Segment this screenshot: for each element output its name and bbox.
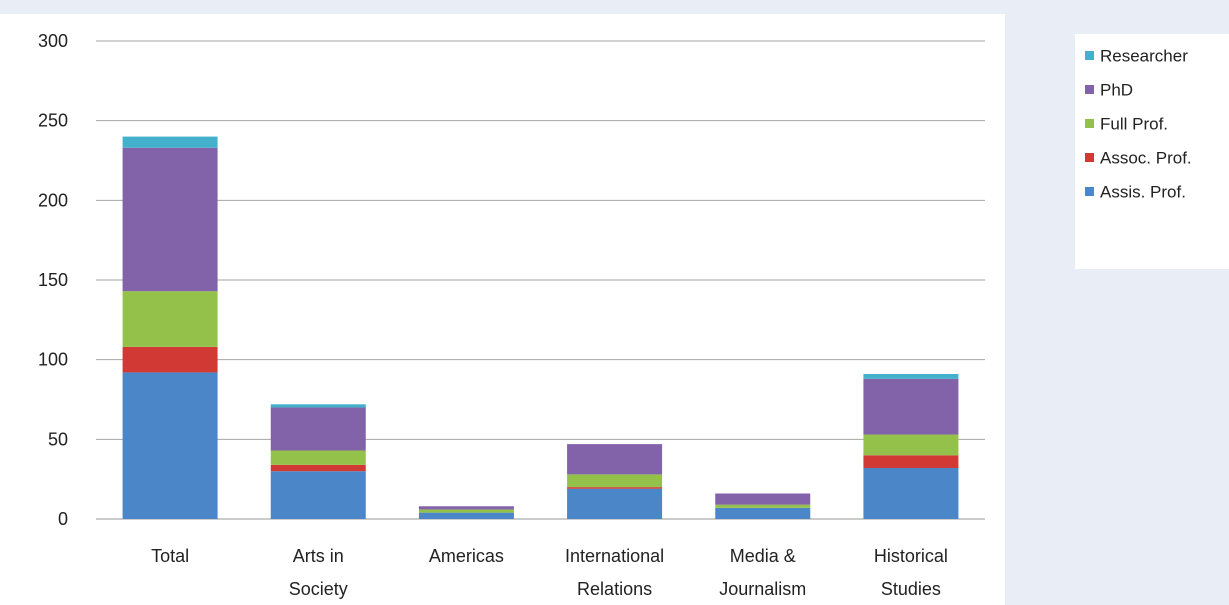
legend-item: Researcher [1085,44,1188,68]
bar-segment [715,507,811,519]
bar-segment [863,378,959,435]
bar-segment [418,509,514,513]
x-tick-label: Journalism [719,579,806,599]
legend-swatch [1085,51,1094,61]
legend-item: Assis. Prof. [1085,180,1186,204]
bar-segment [122,291,218,347]
legend-item: PhD [1085,78,1133,102]
stacked-bar-chart: 0 50 100 150 200 250 300 Total Arts in Society Am… [38,31,985,599]
bar-segment [567,488,663,519]
x-tick-label: Total [151,546,189,566]
x-tick-label: Arts in [293,546,344,566]
y-tick-label: 50 [48,429,68,449]
x-tick-label: International [565,546,664,566]
legend-item: Assoc. Prof. [1085,146,1192,170]
bar-segment [863,468,959,519]
x-tick-label: Americas [429,546,504,566]
gridlines [96,40,985,520]
bar-segment [567,444,663,475]
y-tick-label: 150 [38,270,68,290]
y-tick-label: 300 [38,31,68,51]
bar-segment [418,506,514,510]
y-tick-label: 0 [58,509,68,529]
bar-segment [863,434,959,456]
legend-label: Assis. Prof. [1100,182,1186,202]
y-tick-label: 100 [38,350,68,370]
bar-segment [122,147,218,292]
y-tick-label: 200 [38,190,68,210]
bar-segment [715,493,811,505]
y-axis-tick-labels: 0 50 100 150 200 250 300 [38,31,68,529]
bar-segment [270,464,366,472]
x-tick-label: Society [289,579,348,599]
legend-label: Assoc. Prof. [1100,148,1192,168]
bar-segment [863,455,959,469]
x-tick-label: Studies [881,579,941,599]
plot-area: 0 50 100 150 200 250 300 Total Arts in Society Am… [0,14,1005,605]
x-axis-tick-labels: Total Arts in Society Americas International… [151,546,948,599]
legend-label: Researcher [1100,46,1188,66]
x-tick-label: Media & [730,546,796,566]
y-tick-label: 250 [38,111,68,131]
legend: Researcher PhD Full Prof. Assoc. Prof. Assis… [1075,34,1229,269]
bar-segment [270,471,366,519]
bar-segment [567,474,663,488]
legend-swatch [1085,153,1094,163]
bar-segment [270,407,366,451]
bar-segment [418,512,514,519]
bar-segment [122,372,218,519]
legend-label: PhD [1100,80,1134,100]
bar-segment [270,404,366,408]
bar-segment [122,346,218,373]
bar-segment [863,374,959,379]
bars [122,136,959,519]
legend-item: Full Prof. [1085,112,1168,136]
bar-segment [122,136,218,148]
legend-swatch [1085,119,1094,129]
x-tick-label: Relations [577,579,652,599]
bar-segment [715,504,811,508]
bar-segment [270,450,366,465]
legend-swatch [1085,187,1094,197]
bar-segment [567,487,663,489]
x-tick-label: Historical [874,546,948,566]
legend-swatch [1085,85,1094,95]
legend-label: Full Prof. [1100,114,1169,134]
